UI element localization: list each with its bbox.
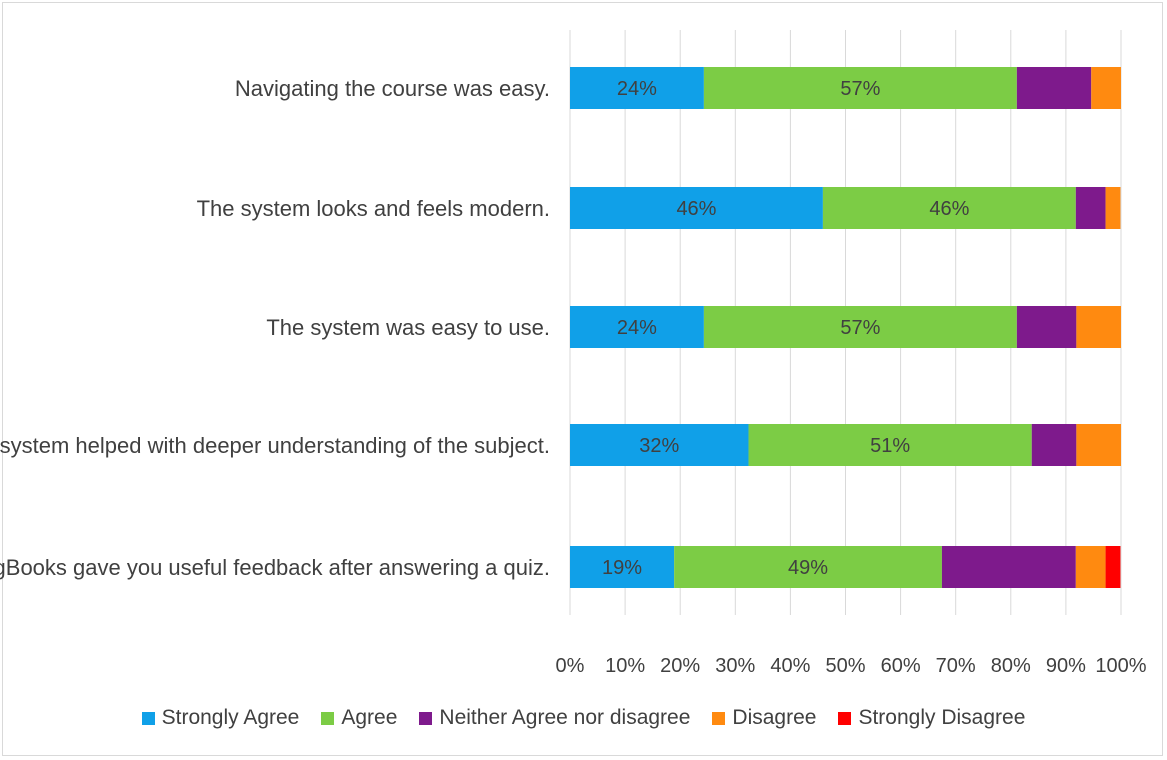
data-label: 46%	[676, 198, 716, 220]
x-tick-label: 70%	[936, 655, 976, 677]
bar-segment	[1105, 546, 1121, 588]
legend-label: Neither Agree nor disagree	[439, 706, 691, 729]
bar-segment	[674, 546, 942, 588]
bar-segment	[570, 187, 823, 229]
legend-item: Disagree	[712, 706, 816, 730]
legend-item: Strongly Agree	[141, 706, 300, 730]
x-tick-label: 30%	[715, 655, 755, 677]
bar-segment	[703, 306, 1017, 348]
bar-segment	[941, 546, 1076, 588]
data-label: 57%	[840, 78, 880, 100]
x-tick-label: 10%	[605, 655, 645, 677]
x-tick-label: 80%	[991, 655, 1031, 677]
legend-label: Strongly Agree	[161, 706, 300, 729]
data-label: 51%	[870, 435, 910, 457]
data-label: 49%	[788, 557, 828, 579]
category-label: The system was easy to use.	[266, 315, 550, 340]
bar-segment	[1076, 306, 1121, 348]
bar-segment	[703, 67, 1017, 109]
x-tick-label: 20%	[660, 655, 700, 677]
bar-segment	[1075, 187, 1106, 229]
legend-label: Strongly Disagree	[858, 706, 1026, 729]
legend-swatch	[419, 711, 433, 725]
legend-swatch	[141, 711, 155, 725]
category-label: The system looks and feels modern.	[197, 196, 550, 221]
bar-segment	[570, 67, 704, 109]
category-label: Navigating the course was easy.	[235, 76, 550, 101]
legend-label: Agree	[341, 706, 398, 729]
legend-item: Neither Agree nor disagree	[419, 706, 690, 730]
x-tick-label: 0%	[556, 655, 585, 677]
x-tick-label: 100%	[1095, 655, 1146, 677]
category-label: The system helped with deeper understand…	[0, 433, 550, 458]
stacked-bar-chart: 0% 10% 20% 30% 40% 50% 60% 70% 80% 90% 100% Navigat…	[0, 30, 1147, 677]
bar-segment	[1016, 67, 1092, 109]
bar-segment	[1076, 424, 1121, 466]
legend-item: Agree	[321, 706, 397, 730]
bar-segment	[1031, 424, 1077, 466]
x-tick-label: 40%	[770, 655, 810, 677]
legend-label: Disagree	[732, 706, 817, 729]
data-label: 19%	[602, 557, 642, 579]
legend-swatch	[838, 711, 852, 725]
bar-segment	[1091, 67, 1121, 109]
bar-segment	[570, 306, 704, 348]
data-label: 32%	[639, 435, 679, 457]
data-label: 24%	[617, 78, 657, 100]
bar-segment	[1016, 306, 1077, 348]
category-label: CogBooks gave you useful feedback after …	[0, 555, 550, 580]
legend-swatch	[712, 711, 726, 725]
x-tick-label: 60%	[881, 655, 921, 677]
bar-segment	[570, 546, 675, 588]
data-label: 46%	[929, 198, 969, 220]
bar-segment	[748, 424, 1032, 466]
data-label: 24%	[617, 317, 657, 339]
bar-segment	[1075, 546, 1106, 588]
bar-segment	[822, 187, 1076, 229]
x-tick-label: 90%	[1046, 655, 1086, 677]
legend-item: Strongly Disagree	[838, 706, 1025, 730]
legend: Strongly Agree Agree Neither Agree nor dis…	[0, 706, 1167, 730]
x-tick-label: 50%	[825, 655, 865, 677]
data-label: 57%	[840, 317, 880, 339]
bar-segment	[570, 424, 749, 466]
bar-segment	[1105, 187, 1121, 229]
legend-swatch	[321, 711, 335, 725]
